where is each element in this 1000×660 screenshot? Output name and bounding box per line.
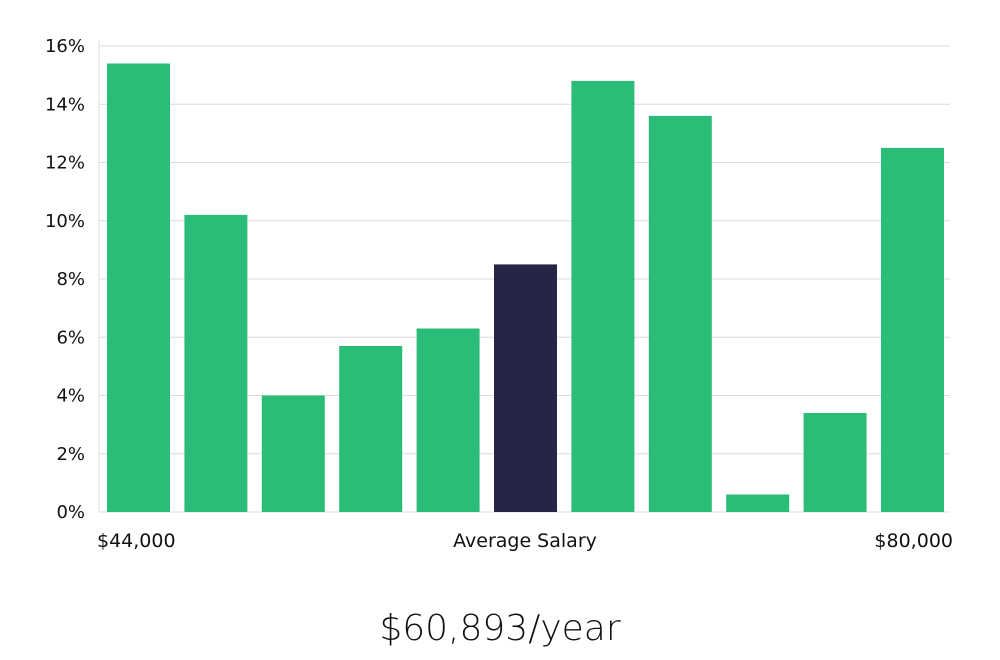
bar [107, 63, 170, 512]
y-tick-label: 2% [56, 444, 85, 465]
y-tick-label: 10% [45, 211, 85, 232]
y-tick-label: 0% [56, 502, 85, 523]
average-salary-value: $60,893/year [379, 608, 621, 649]
x-label-min: $44,000 [97, 530, 176, 552]
bar [339, 346, 403, 512]
bar [261, 395, 325, 512]
bar [416, 328, 480, 512]
x-label-average: Average Salary [453, 530, 597, 552]
bars [107, 63, 944, 513]
bar-average-salary [494, 264, 557, 512]
bar [881, 147, 944, 512]
y-tick-label: 6% [56, 327, 85, 348]
bar [184, 214, 248, 512]
bar [726, 494, 790, 512]
bar [803, 413, 867, 512]
bar [571, 80, 635, 513]
bar [648, 115, 712, 513]
x-label-max: $80,000 [874, 530, 953, 552]
y-tick-label: 12% [45, 153, 85, 174]
y-tick-label: 8% [56, 269, 85, 290]
y-axis-ticks: 0% 2% 4% 6% 8% 10% 12% 14% 16% [45, 36, 85, 523]
salary-histogram: 0% 2% 4% 6% 8% 10% 12% 14% 16% $44,000 Average S… [45, 36, 953, 552]
y-tick-label: 4% [56, 386, 85, 407]
y-tick-label: 16% [45, 36, 85, 57]
y-tick-label: 14% [45, 94, 85, 115]
